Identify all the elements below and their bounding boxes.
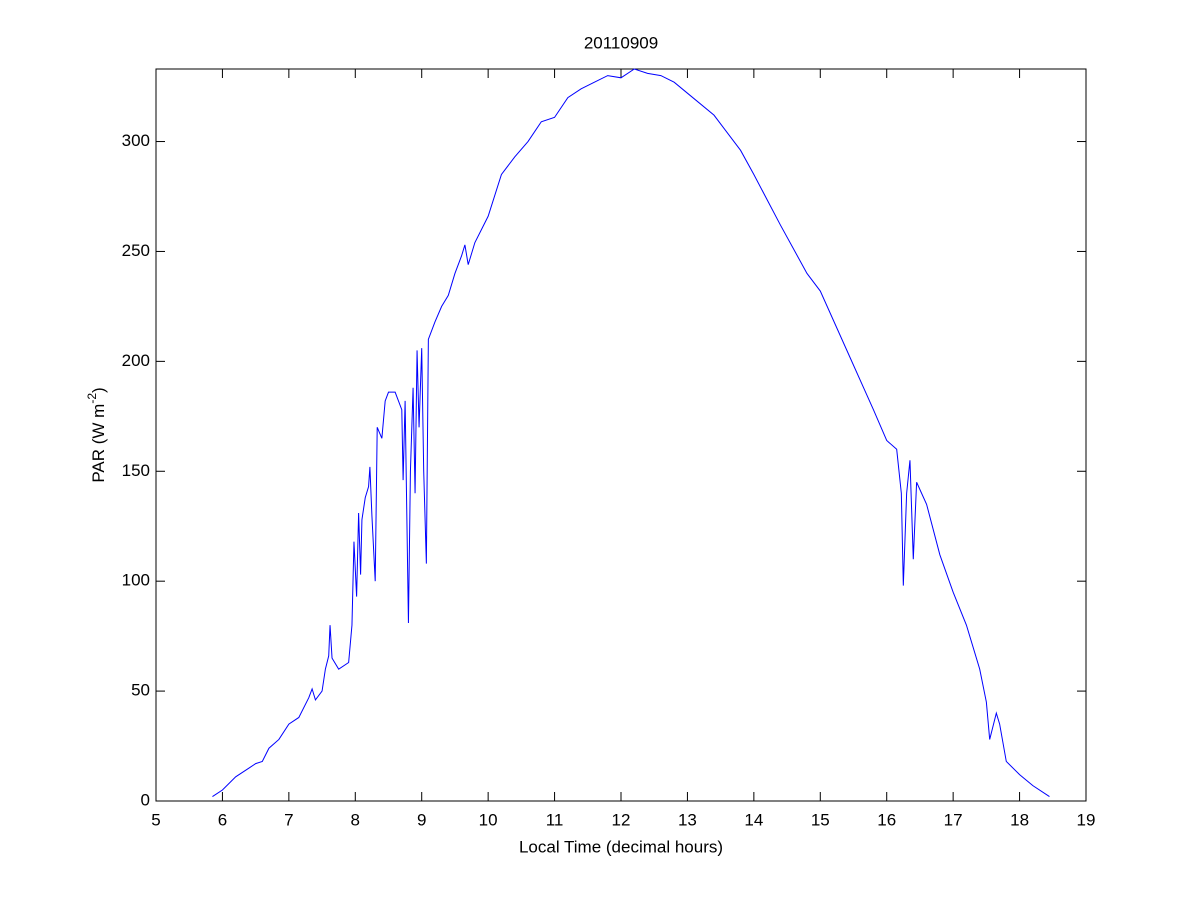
y-tick-label: 150	[122, 461, 150, 480]
x-tick-label: 15	[811, 810, 830, 829]
x-tick-label: 14	[744, 810, 763, 829]
y-tick-label: 0	[141, 790, 150, 809]
x-tick-label: 10	[479, 810, 498, 829]
x-tick-label: 19	[1077, 810, 1096, 829]
chart-title: 20110909	[584, 33, 658, 52]
y-tick-label: 250	[122, 241, 150, 260]
y-tick-label: 200	[122, 351, 150, 370]
x-tick-label: 13	[678, 810, 697, 829]
x-tick-label: 11	[546, 810, 564, 829]
x-tick-label: 6	[218, 810, 227, 829]
x-axis-label: Local Time (decimal hours)	[519, 837, 723, 856]
x-tick-label: 17	[944, 810, 963, 829]
x-tick-label: 16	[877, 810, 896, 829]
x-tick-label: 8	[351, 810, 360, 829]
y-tick-label: 50	[131, 681, 150, 700]
data-line	[212, 68, 1050, 798]
x-tick-label: 18	[1010, 810, 1029, 829]
x-tick-label: 7	[284, 810, 293, 829]
y-tick-label: 300	[122, 131, 150, 150]
x-tick-label: 9	[417, 810, 426, 829]
y-axis-label: PAR (W m-2)	[85, 387, 108, 482]
x-tick-label: 5	[151, 810, 160, 829]
x-tick-label: 12	[612, 810, 631, 829]
y-tick-label: 100	[122, 571, 150, 590]
